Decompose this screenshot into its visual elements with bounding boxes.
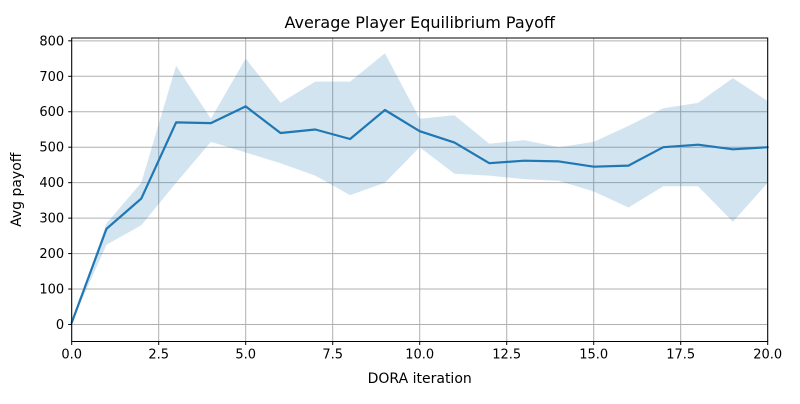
y-tick-label: 300 xyxy=(39,212,64,227)
y-tick-label: 500 xyxy=(39,141,64,156)
x-tick-label: 10.0 xyxy=(405,348,434,363)
confidence-band xyxy=(71,53,768,323)
y-tick-label: 400 xyxy=(39,176,64,191)
x-tick-label: 12.5 xyxy=(492,348,521,363)
y-axis-label: Avg payoff xyxy=(9,152,25,227)
y-tick-label: 600 xyxy=(39,105,64,120)
x-tick-label: 7.5 xyxy=(322,348,343,363)
x-axis-label: DORA iteration xyxy=(368,371,472,387)
x-tick-label: 2.5 xyxy=(148,348,169,363)
x-tick-label: 5.0 xyxy=(235,348,256,363)
grid-lines xyxy=(71,38,769,342)
chart-title: Average Player Equilibrium Payoff xyxy=(284,13,555,32)
tick-marks xyxy=(68,40,769,345)
y-tick-label: 700 xyxy=(39,70,64,85)
y-tick-label: 100 xyxy=(39,283,64,298)
y-tick-label: 200 xyxy=(39,247,64,262)
y-tick-label: 0 xyxy=(56,318,64,333)
x-tick-label: 20.0 xyxy=(753,348,782,363)
x-tick-label: 0.0 xyxy=(61,348,82,363)
tick-labels: 0.0 2.5 5.0 7.5 10.0 12.5 15.0 17.5 20.0 0 100 200 3… xyxy=(39,34,782,362)
x-tick-label: 15.0 xyxy=(579,348,608,363)
x-tick-label: 17.5 xyxy=(666,348,695,363)
payoff-line xyxy=(70,105,769,324)
y-tick-label: 800 xyxy=(39,34,64,49)
